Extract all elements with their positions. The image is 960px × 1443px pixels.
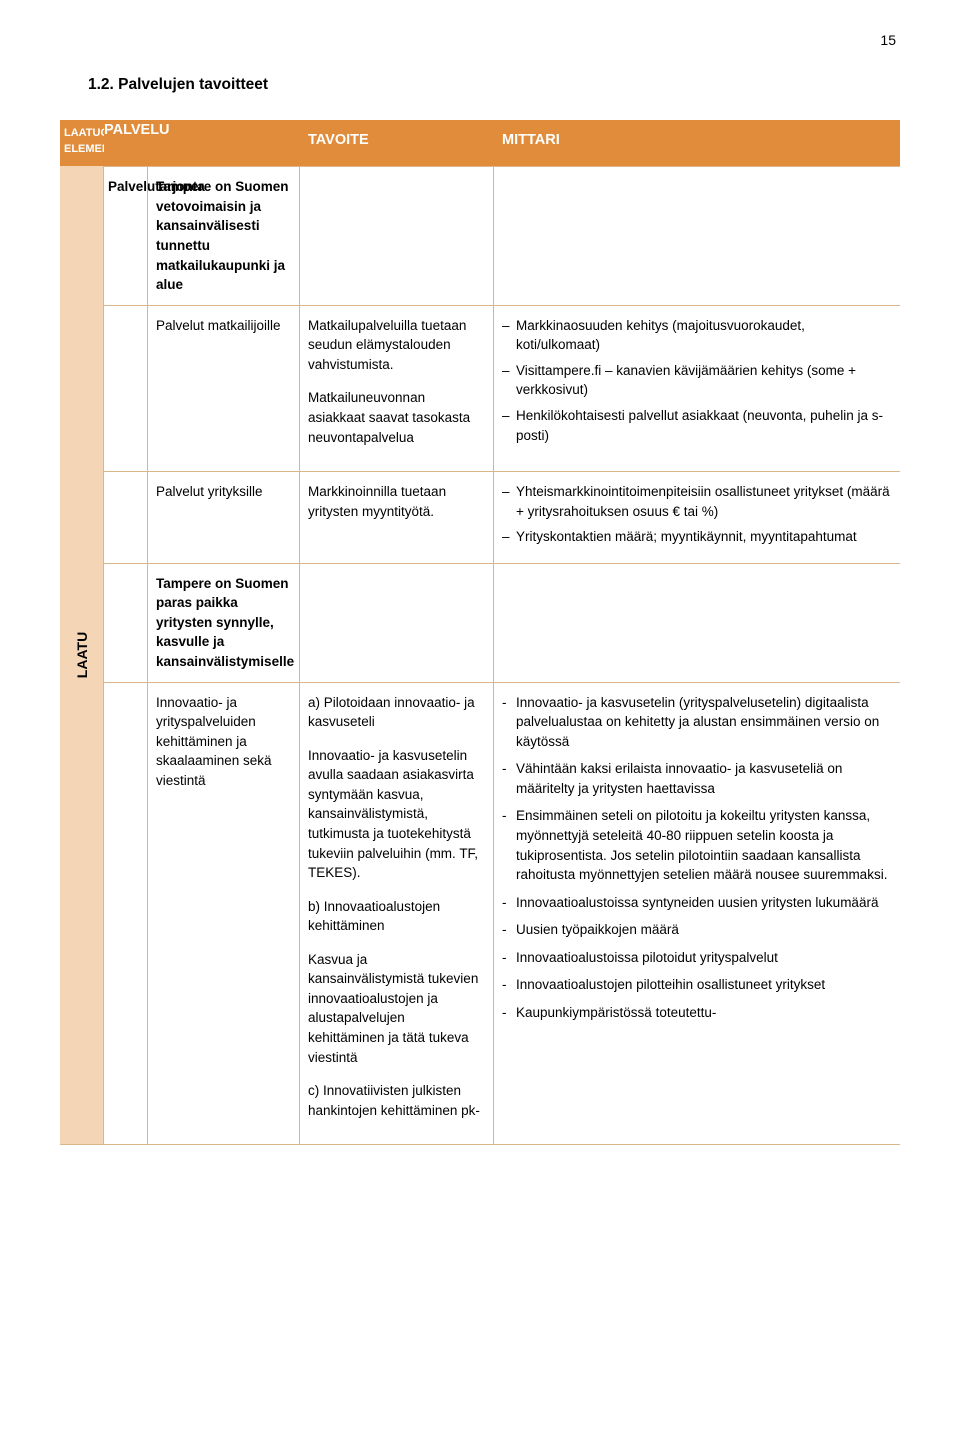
- table-row: Palvelut yrityksille Markkinoinnilla tue…: [104, 471, 900, 563]
- table-row: Tampere on Suomen paras paikka yritysten…: [104, 563, 900, 682]
- header-elementti: LAATUOSION ELEMENTTI: [60, 120, 104, 166]
- tavoite-cell: Markkinoinnilla tuetaan yritysten myynti…: [300, 472, 494, 563]
- mittari-item: Ensimmäinen seteli on pilotoitu ja kokei…: [502, 806, 892, 884]
- table-body: LAATU Palvelutarjonta Tampere on Suomen …: [60, 166, 900, 1145]
- mittari-item: Visittampere.fi – kanavien kävijämäärien…: [502, 361, 892, 400]
- row-group-spacer: [104, 472, 148, 563]
- palvelu-cell: Palvelut yrityksille: [148, 472, 300, 563]
- header-tavoite: TAVOITE: [300, 120, 494, 166]
- mittari-cell: [494, 564, 900, 682]
- mittari-item: Kaupunkiympäristössä toteutettu-: [502, 1003, 892, 1023]
- header-palvelu: PALVELU: [104, 120, 300, 166]
- tavoite-cell: Matkailupalveluilla tuetaan seudun elämy…: [300, 306, 494, 471]
- tavoite-paragraph: Kasvua ja kansainvälistymistä tukevien i…: [308, 950, 485, 1067]
- side-category-label: LAATU: [71, 632, 91, 678]
- side-category: LAATU: [60, 166, 104, 1144]
- tavoite-paragraph: Markkinoinnilla tuetaan yritysten myynti…: [308, 482, 485, 521]
- mittari-item: Uusien työpaikkojen määrä: [502, 920, 892, 940]
- mittari-item: Henkilökohtaisesti palvellut asiakkaat (…: [502, 406, 892, 445]
- mittari-item: Innovaatioalustojen pilotteihin osallist…: [502, 975, 892, 995]
- mittari-item: Markkinaosuuden kehitys (majoitusvuoroka…: [502, 316, 892, 355]
- mittari-item: Innovaatioalustoissa syntyneiden uusien …: [502, 893, 892, 913]
- table-header: LAATUOSION ELEMENTTI PALVELU TAVOITE MIT…: [60, 120, 900, 166]
- row-group-spacer: [104, 564, 148, 682]
- mittari-item: Innovaatio- ja kasvusetelin (yrityspalve…: [502, 693, 892, 752]
- mittari-list: Yhteismarkkinointitoimenpiteisiin osalli…: [502, 482, 892, 547]
- mittari-item: Yrityskontaktien määrä; myyntikäynnit, m…: [502, 527, 892, 547]
- palvelu-cell: Palvelut matkailijoille: [148, 306, 300, 471]
- mittari-list: Markkinaosuuden kehitys (majoitusvuoroka…: [502, 316, 892, 445]
- palvelu-cell: Tampere on Suomen vetovoimaisin ja kansa…: [148, 167, 300, 304]
- mittari-cell: Yhteismarkkinointitoimenpiteisiin osalli…: [494, 472, 900, 563]
- table-row: Innovaatio- ja yrityspalveluiden kehittä…: [104, 682, 900, 1145]
- mittari-cell: [494, 167, 900, 304]
- mittari-item: Yhteismarkkinointitoimenpiteisiin osalli…: [502, 482, 892, 521]
- row-group-label: Palvelutarjonta: [104, 167, 148, 304]
- document-page: 15 1.2. Palvelujen tavoitteet LAATUOSION…: [0, 0, 960, 1443]
- table-row: Palvelutarjonta Tampere on Suomen vetovo…: [104, 166, 900, 304]
- tavoite-paragraph: a) Pilotoidaan innovaatio- ja kasvusetel…: [308, 693, 485, 732]
- row-group-spacer: [104, 306, 148, 471]
- mittari-cell: Innovaatio- ja kasvusetelin (yrityspalve…: [494, 683, 900, 1145]
- row-group-spacer: [104, 683, 148, 1145]
- tavoite-paragraph: Matkailupalveluilla tuetaan seudun elämy…: [308, 316, 485, 375]
- page-number: 15: [880, 30, 896, 50]
- mittari-list: Innovaatio- ja kasvusetelin (yrityspalve…: [502, 693, 892, 1023]
- table-row: Palvelut matkailijoille Matkailupalvelui…: [104, 305, 900, 471]
- palvelu-cell: Innovaatio- ja yrityspalveluiden kehittä…: [148, 683, 300, 1145]
- mittari-item: Innovaatioalustoissa pilotoidut yrityspa…: [502, 948, 892, 968]
- tavoite-paragraph: Matkailuneuvonnan asiakkaat saavat tasok…: [308, 388, 485, 447]
- tavoite-paragraph: b) Innovaatioalustojen kehittäminen: [308, 897, 485, 936]
- table-content: Palvelutarjonta Tampere on Suomen vetovo…: [104, 166, 900, 1144]
- mittari-cell: Markkinaosuuden kehitys (majoitusvuoroka…: [494, 306, 900, 471]
- tavoite-paragraph: c) Innovatiivisten julkisten hankintojen…: [308, 1081, 485, 1120]
- mittari-item: Vähintään kaksi erilaista innovaatio- ja…: [502, 759, 892, 798]
- section-heading: 1.2. Palvelujen tavoitteet: [60, 74, 900, 96]
- tavoite-cell: a) Pilotoidaan innovaatio- ja kasvusetel…: [300, 683, 494, 1145]
- header-mittari: MITTARI: [494, 120, 900, 166]
- tavoite-cell: [300, 167, 494, 304]
- tavoite-cell: [300, 564, 494, 682]
- tavoite-paragraph: Innovaatio- ja kasvusetelin avulla saada…: [308, 746, 485, 883]
- palvelu-cell: Tampere on Suomen paras paikka yritysten…: [148, 564, 300, 682]
